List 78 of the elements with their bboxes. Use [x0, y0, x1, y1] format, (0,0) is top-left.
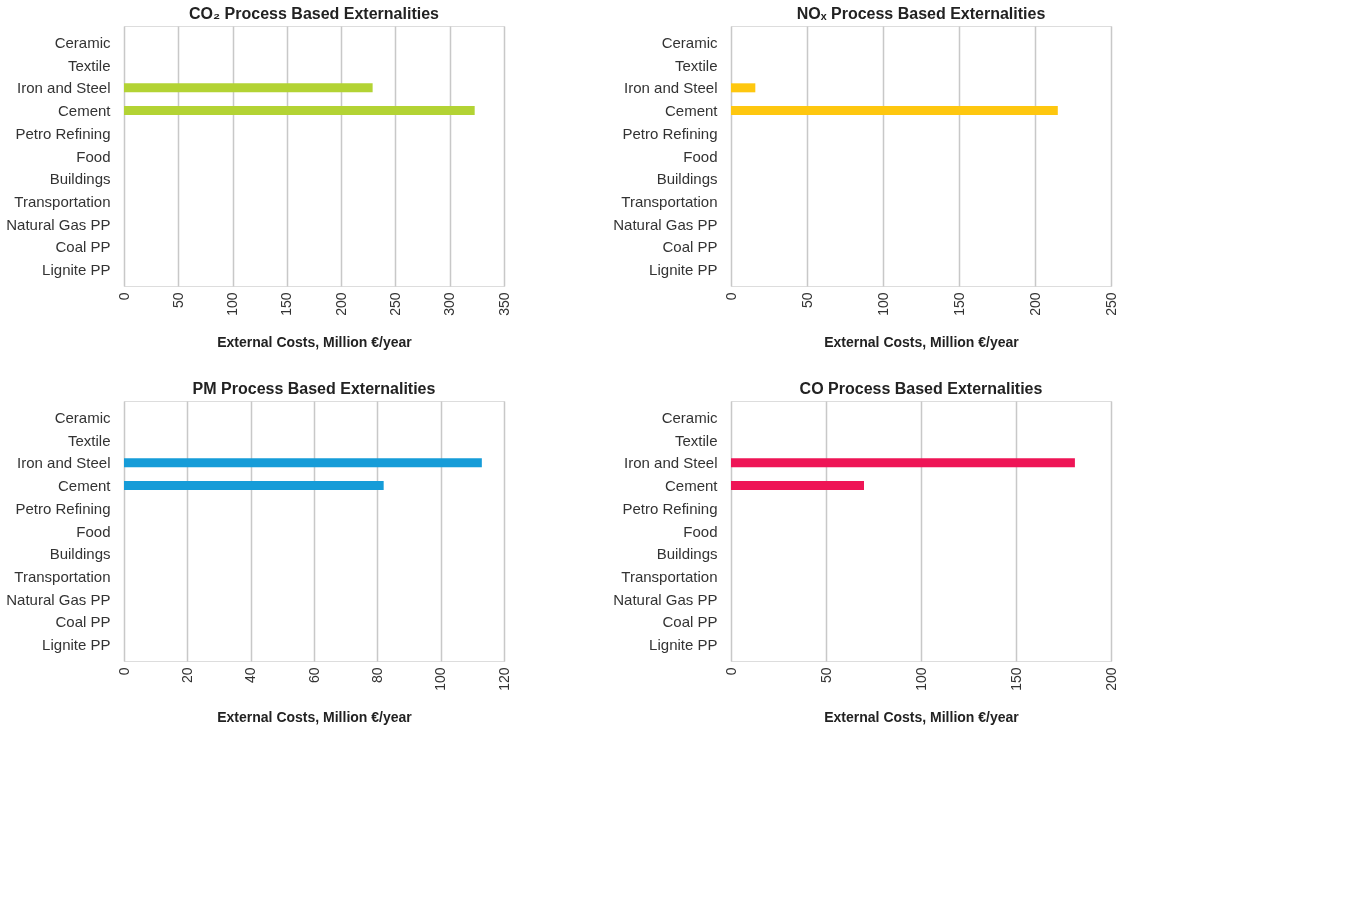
y-tick-label: Cement: [664, 477, 719, 495]
y-tick-label: Natural Gas PP: [613, 590, 718, 608]
y-tick-label: Cement: [664, 102, 719, 120]
x-tick-label: 50: [169, 292, 186, 309]
y-tick-label: Textile: [674, 56, 718, 74]
y-tick-label: Food: [76, 522, 111, 540]
x-tick-label: 80: [368, 667, 385, 684]
x-tick-label: 0: [722, 667, 739, 676]
x-tick-label: 200: [1102, 667, 1119, 691]
y-tick-label: Coal PP: [55, 613, 111, 631]
x-tick-label: 300: [441, 292, 458, 316]
x-tick-label: 200: [1026, 292, 1043, 316]
y-tick-label: Coal PP: [662, 613, 718, 631]
y-tick-label: Transportation: [621, 192, 718, 210]
x-tick-label: 0: [115, 667, 132, 676]
x-tick-label: 120: [495, 667, 512, 691]
x-tick-label: 150: [950, 292, 967, 316]
chart-title: PM Process Based Externalities: [192, 380, 436, 397]
y-tick-label: Cement: [57, 477, 112, 495]
y-tick-label: Lignite PP: [649, 261, 718, 279]
x-tick-label: 350: [495, 292, 512, 316]
chart-title: NOₓ Process Based Externalities: [796, 5, 1046, 22]
x-tick-label: 100: [432, 667, 449, 691]
chart-title: CO Process Based Externalities: [799, 380, 1043, 397]
y-tick-label: Petro Refining: [15, 499, 111, 517]
x-tick-label: 150: [278, 292, 295, 316]
y-tick-label: Natural Gas PP: [6, 590, 111, 608]
chart-title: CO₂ Process Based Externalities: [189, 5, 440, 22]
y-tick-label: Ceramic: [54, 33, 111, 51]
y-tick-label: Buildings: [656, 170, 718, 188]
x-tick-label: 60: [305, 667, 322, 684]
x-tick-label: 100: [224, 292, 241, 316]
x-tick-label: 250: [386, 292, 403, 316]
x-tick-label: 50: [817, 667, 834, 684]
y-tick-label: Petro Refining: [622, 499, 718, 517]
y-tick-label: Ceramic: [661, 408, 718, 426]
y-tick-label: Iron and Steel: [17, 79, 111, 97]
x-tick-label: 20: [178, 667, 195, 684]
y-tick-label: Food: [683, 147, 718, 165]
y-tick-label: Food: [76, 147, 111, 165]
x-axis-title: External Costs, Million €/year: [217, 708, 413, 725]
x-tick-label: 200: [332, 292, 349, 316]
y-tick-label: Buildings: [656, 545, 718, 563]
y-tick-label: Transportation: [621, 567, 718, 585]
y-tick-label: Ceramic: [661, 33, 718, 51]
y-tick-label: Natural Gas PP: [6, 215, 111, 233]
y-tick-label: Textile: [67, 56, 111, 74]
y-tick-label: Natural Gas PP: [613, 215, 718, 233]
y-tick-label: Lignite PP: [649, 636, 718, 654]
x-tick-label: 40: [242, 667, 259, 684]
x-axis-title: External Costs, Million €/year: [824, 333, 1020, 350]
y-tick-label: Iron and Steel: [624, 79, 718, 97]
y-tick-label: Textile: [67, 431, 111, 449]
y-tick-label: Lignite PP: [42, 261, 111, 279]
x-tick-label: 250: [1102, 292, 1119, 316]
y-tick-label: Coal PP: [55, 238, 111, 256]
y-tick-label: Transportation: [14, 192, 111, 210]
x-axis-title: External Costs, Million €/year: [824, 708, 1020, 725]
y-tick-label: Iron and Steel: [624, 454, 718, 472]
x-tick-label: 0: [115, 292, 132, 301]
y-tick-label: Ceramic: [54, 408, 111, 426]
y-tick-label: Petro Refining: [15, 124, 111, 142]
y-tick-label: Petro Refining: [622, 124, 718, 142]
x-tick-label: 0: [722, 292, 739, 301]
x-tick-label: 100: [912, 667, 929, 691]
y-tick-label: Transportation: [14, 567, 111, 585]
y-tick-label: Buildings: [49, 170, 111, 188]
y-tick-label: Cement: [57, 102, 112, 120]
x-tick-label: 100: [874, 292, 891, 316]
y-tick-label: Iron and Steel: [17, 454, 111, 472]
y-tick-label: Buildings: [49, 545, 111, 563]
x-tick-label: 150: [1007, 667, 1024, 691]
x-axis-title: External Costs, Million €/year: [217, 333, 413, 350]
y-tick-label: Food: [683, 522, 718, 540]
y-tick-label: Lignite PP: [42, 636, 111, 654]
x-tick-label: 50: [798, 292, 815, 309]
y-tick-label: Coal PP: [662, 238, 718, 256]
y-tick-label: Textile: [674, 431, 718, 449]
